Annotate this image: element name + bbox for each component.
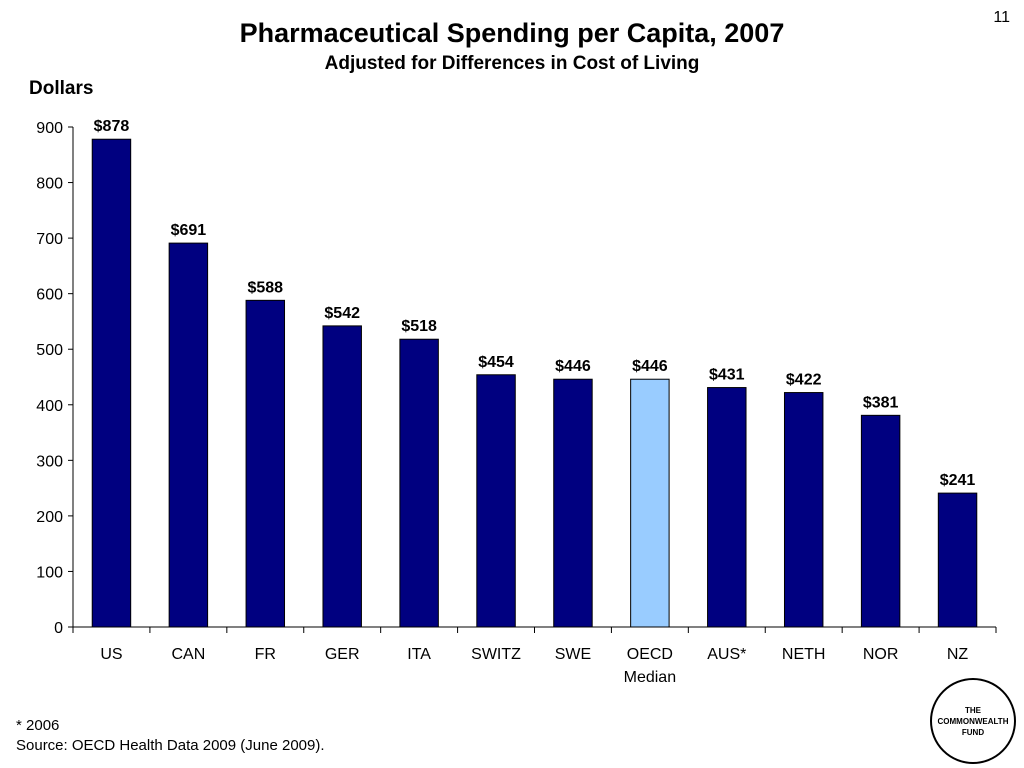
footnote-source: Source: OECD Health Data 2009 (June 2009… <box>16 737 325 754</box>
data-label: $446 <box>555 358 591 375</box>
y-tick-label: 100 <box>36 564 63 581</box>
y-tick-label: 400 <box>36 398 63 415</box>
footnote: * 2006 Source: OECD Health Data 2009 (Ju… <box>16 716 325 756</box>
x-tick-label: OECD Median <box>624 646 676 686</box>
y-tick-label: 600 <box>36 287 63 304</box>
x-tick-label: ITA <box>407 646 431 663</box>
x-tick-label: CAN <box>171 646 205 663</box>
y-tick-label: 200 <box>36 509 63 526</box>
bar <box>399 338 439 628</box>
logo-text: THE COMMONWEALTH FUND <box>937 705 1009 737</box>
data-label: $422 <box>786 372 822 389</box>
commonwealth-fund-logo: THE COMMONWEALTH FUND <box>930 678 1016 764</box>
y-tick-label: 800 <box>36 176 63 193</box>
x-tick-label: AUS* <box>707 646 746 663</box>
bar <box>860 414 901 628</box>
x-tick-label: FR <box>255 646 276 663</box>
bar <box>91 138 132 628</box>
bar <box>245 299 286 628</box>
data-label: $446 <box>632 358 668 375</box>
data-label: $878 <box>94 118 130 135</box>
bar <box>553 378 593 628</box>
x-tick-label: SWE <box>555 646 591 663</box>
bar <box>630 378 670 628</box>
data-label: $588 <box>247 279 283 296</box>
bar <box>783 392 824 628</box>
slide-number: 11 <box>993 9 1010 26</box>
y-tick-label: 900 <box>36 120 63 137</box>
x-tick-label: NOR <box>863 646 899 663</box>
bar <box>707 387 747 628</box>
data-label: $381 <box>863 394 899 411</box>
y-tick-label: 700 <box>36 231 63 248</box>
y-tick-label: 500 <box>36 342 63 359</box>
data-label: $431 <box>709 367 745 384</box>
data-label: $518 <box>401 318 437 335</box>
bar <box>476 374 516 628</box>
bar <box>168 242 209 628</box>
y-tick-label: 0 <box>54 620 63 637</box>
x-tick-label: SWITZ <box>471 646 521 663</box>
data-label: $454 <box>478 354 514 371</box>
x-tick-label: NZ <box>947 646 969 663</box>
x-tick-label: US <box>100 646 122 663</box>
bar <box>322 325 362 628</box>
y-axis-label: Dollars <box>29 78 94 99</box>
y-tick-label: 300 <box>36 453 63 470</box>
chart-subtitle: Adjusted for Differences in Cost of Livi… <box>324 53 700 74</box>
x-tick-label: GER <box>325 646 360 663</box>
data-label: $542 <box>324 305 360 322</box>
data-label: $691 <box>171 222 207 239</box>
x-tick-label: NETH <box>782 646 826 663</box>
bar <box>937 492 978 628</box>
chart-title: Pharmaceutical Spending per Capita, 2007 <box>239 18 785 48</box>
footnote-note: * 2006 <box>16 717 60 734</box>
data-label: $241 <box>940 472 976 489</box>
